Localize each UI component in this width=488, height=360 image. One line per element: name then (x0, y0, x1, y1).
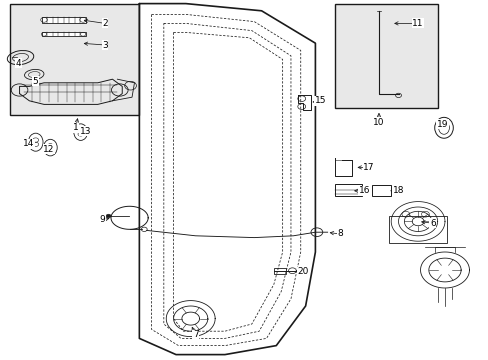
Text: 7: 7 (192, 330, 198, 339)
Text: 1: 1 (73, 123, 79, 132)
Text: 5: 5 (32, 77, 38, 85)
Bar (41, 17, 85, 22)
Bar (371, 185, 390, 196)
Text: 13: 13 (80, 127, 91, 136)
Bar (273, 268, 285, 274)
Text: 15: 15 (314, 96, 325, 105)
Bar (41, 32, 85, 36)
Text: 16: 16 (358, 186, 369, 195)
Text: 17: 17 (363, 163, 374, 172)
Text: 2: 2 (102, 19, 108, 28)
Text: 10: 10 (372, 118, 384, 127)
Text: 6: 6 (429, 219, 435, 228)
FancyBboxPatch shape (334, 4, 437, 108)
Text: 20: 20 (297, 267, 308, 276)
Text: 12: 12 (43, 145, 55, 154)
Text: 3: 3 (102, 40, 108, 49)
Text: 8: 8 (336, 230, 342, 239)
Text: 19: 19 (436, 120, 447, 129)
Text: 9: 9 (100, 215, 105, 224)
FancyBboxPatch shape (10, 4, 139, 115)
Bar (388, 216, 447, 243)
Text: 4: 4 (16, 58, 21, 68)
Text: 14: 14 (22, 139, 34, 148)
Text: 11: 11 (411, 19, 423, 28)
Bar (334, 184, 361, 196)
Circle shape (106, 214, 111, 218)
Text: 18: 18 (392, 186, 404, 195)
